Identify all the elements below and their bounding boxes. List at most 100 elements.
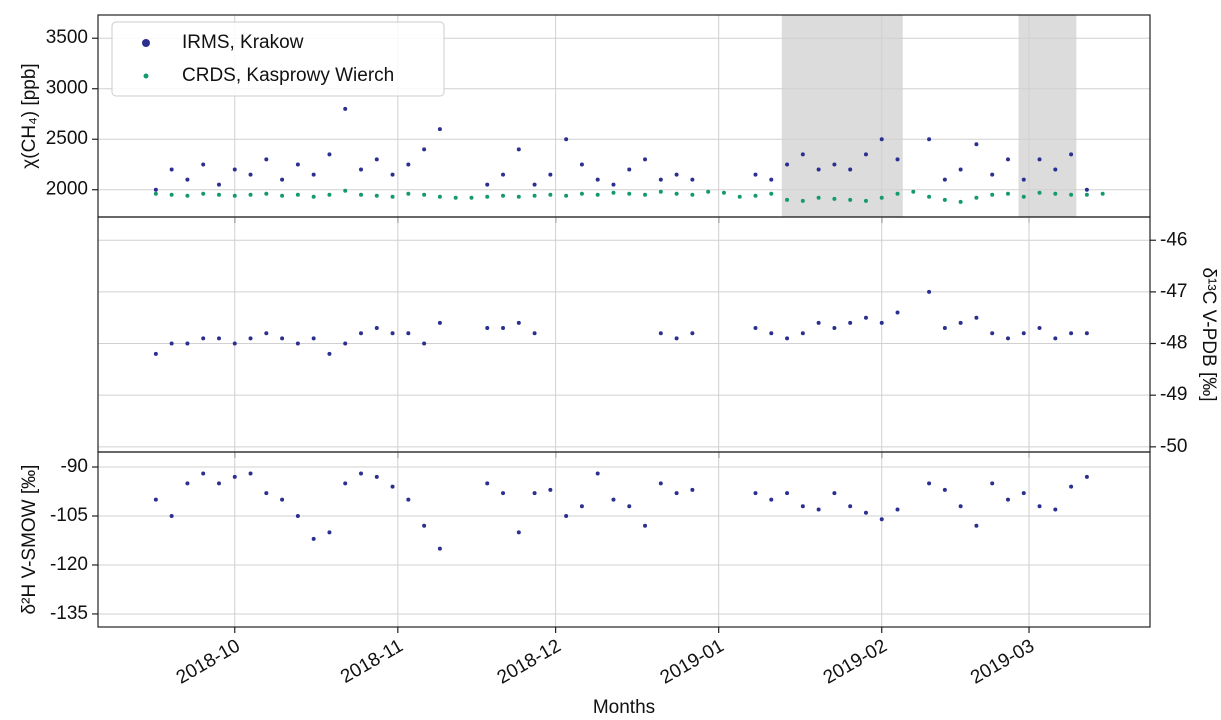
data-point <box>422 192 427 197</box>
legend: IRMS, Krakow CRDS, Kasprowy Wierch <box>111 21 445 97</box>
data-point <box>800 152 805 157</box>
data-point <box>374 157 379 162</box>
legend-marker <box>143 73 149 79</box>
data-point <box>990 331 995 336</box>
data-point <box>311 194 316 199</box>
data-point <box>232 341 237 346</box>
data-point <box>658 177 663 182</box>
data-point <box>501 193 506 198</box>
data-point <box>469 195 474 200</box>
data-point <box>611 190 616 195</box>
y-tick-label: -47 <box>1160 281 1187 302</box>
x-tick-label: 2018-11 <box>337 635 407 687</box>
y-tick-label: 2000 <box>46 179 88 200</box>
data-point <box>785 197 790 202</box>
data-point <box>832 491 837 496</box>
data-point <box>832 196 837 201</box>
data-point <box>264 191 269 196</box>
data-point <box>343 106 348 111</box>
data-point <box>406 162 411 167</box>
data-point <box>248 172 253 177</box>
data-point <box>942 326 947 331</box>
data-point <box>785 336 790 341</box>
y-axis-label: χ(CH₄) [ppb] <box>19 63 40 168</box>
data-point <box>532 331 537 336</box>
y-tick-label: -90 <box>61 456 88 477</box>
data-point <box>1084 474 1089 479</box>
data-point <box>595 471 600 476</box>
data-point <box>501 172 506 177</box>
data-point <box>185 341 190 346</box>
data-point <box>1084 187 1089 192</box>
data-point <box>611 497 616 502</box>
data-point <box>990 481 995 486</box>
data-point <box>359 167 363 172</box>
data-point <box>390 194 395 199</box>
x-axis-label: Months <box>593 697 655 718</box>
data-point <box>848 320 853 325</box>
data-point <box>232 474 237 479</box>
data-point <box>627 504 632 509</box>
data-point <box>863 198 868 203</box>
data-point <box>863 152 868 157</box>
data-point <box>643 523 648 528</box>
data-point <box>1037 504 1042 509</box>
data-point <box>359 331 363 336</box>
data-point <box>201 336 206 341</box>
data-point <box>1053 167 1058 172</box>
y-tick-label: 3500 <box>46 27 88 48</box>
data-point <box>390 484 395 489</box>
data-point <box>390 331 395 336</box>
data-point <box>1053 336 1058 341</box>
data-point <box>832 162 837 167</box>
data-point <box>406 191 411 196</box>
y-axis-label: δ²H V-SMOW [‰] <box>19 465 40 615</box>
data-point <box>863 510 868 515</box>
data-point <box>1005 336 1010 341</box>
data-point <box>374 474 379 479</box>
shaded-span <box>1018 15 1077 217</box>
data-point <box>863 315 868 320</box>
data-point <box>658 331 663 336</box>
data-point <box>216 481 221 486</box>
data-point <box>753 172 758 177</box>
y-tick-label: -48 <box>1160 333 1187 354</box>
data-point <box>1069 331 1074 336</box>
data-point <box>516 147 521 152</box>
data-point <box>1021 331 1026 336</box>
data-point <box>1037 326 1042 331</box>
data-point <box>895 157 900 162</box>
data-point <box>343 341 348 346</box>
data-point <box>153 351 158 356</box>
data-point <box>879 195 884 200</box>
data-point <box>674 191 679 196</box>
data-point <box>501 491 506 496</box>
data-point <box>422 341 427 346</box>
data-point <box>185 177 190 182</box>
data-point <box>169 341 174 346</box>
data-point <box>548 172 553 177</box>
data-point <box>264 331 269 336</box>
data-point <box>927 289 932 294</box>
data-point <box>264 157 269 162</box>
data-point <box>674 491 679 496</box>
data-point <box>595 177 600 182</box>
data-point <box>753 326 758 331</box>
y-tick-label: -120 <box>50 554 88 575</box>
data-point <box>327 530 332 535</box>
legend-label: IRMS, Krakow <box>182 32 304 53</box>
data-point <box>501 326 506 331</box>
data-point <box>927 137 932 142</box>
data-point <box>437 127 442 132</box>
data-point <box>437 546 442 551</box>
data-point <box>990 192 995 197</box>
data-point <box>327 152 332 157</box>
data-point <box>295 513 300 518</box>
data-point <box>643 192 648 197</box>
data-point <box>832 326 837 331</box>
data-point <box>1069 152 1074 157</box>
data-point <box>532 491 537 496</box>
data-point <box>958 199 963 204</box>
data-point <box>201 471 206 476</box>
data-point <box>753 491 758 496</box>
